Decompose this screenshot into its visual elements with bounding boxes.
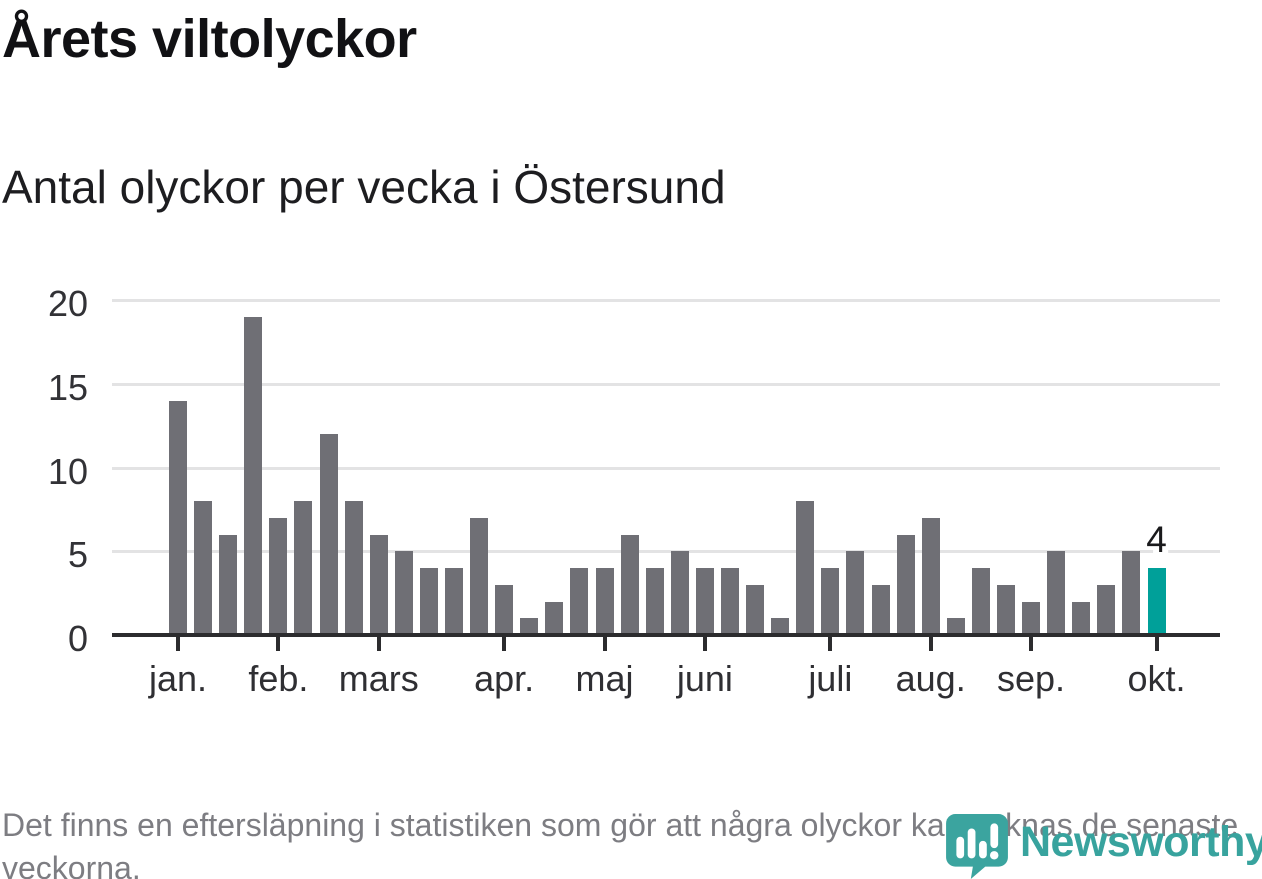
bar-week-22 [695,568,714,635]
chart-title: Årets viltolyckor [2,9,417,69]
x-tick-aug [928,637,933,651]
y-axis-label-5: 5 [67,534,88,576]
bar-week-36 [1047,551,1066,635]
x-tick-maj [602,637,607,651]
x-tick-sep [1029,637,1034,651]
bar-week-9 [369,534,388,635]
newsworthy-logo-icon [946,814,1008,879]
newsworthy-logo: Newsworthy [944,812,1262,879]
bar-week-17 [570,568,589,635]
y-axis-label-0: 0 [67,618,88,659]
bar-week-31 [921,517,940,635]
bar-week-11 [419,568,438,635]
bar-week-13 [470,517,489,635]
bar-week-34 [996,584,1015,635]
bar-week-32 [946,618,965,635]
x-tick-okt [1154,637,1159,651]
gridline-y-10 [112,466,1220,470]
bar-week-28 [846,551,865,635]
bar-week-6 [294,501,313,635]
bar-week-25 [771,618,790,635]
x-axis-line [112,633,1220,637]
x-axis-label-jan: jan. [148,658,208,699]
x-axis-label-sep: sep. [997,658,1066,699]
x-tick-juni [702,637,707,651]
x-tick-apr [502,637,507,651]
bar-week-40 [1147,568,1166,635]
y-axis-label-10: 10 [47,450,88,492]
x-axis-label-maj: maj [575,658,634,699]
bar-week-26 [796,501,815,635]
bar-week-21 [670,551,689,635]
bar-week-7 [319,434,338,635]
bar-week-8 [344,501,363,635]
bar-week-23 [720,568,739,635]
bar-week-35 [1022,601,1041,635]
bar-week-18 [595,568,614,635]
bar-week-16 [545,601,564,635]
x-tick-juli [828,637,833,651]
chart-subtitle: Antal olyckor per vecka i Östersund [2,161,726,213]
footnote-text: Det finns en eftersläpning i statistiken… [2,807,1239,879]
bar-week-37 [1072,601,1091,635]
bar-week-38 [1097,584,1116,635]
bar-week-2 [194,501,213,635]
x-axis-label-juli: juli [808,658,853,699]
y-axis-label-20: 20 [47,283,88,324]
x-tick-feb [276,637,281,651]
bar-week-14 [495,584,514,635]
y-axis-label-15: 15 [47,366,88,408]
bar-week-12 [444,568,463,635]
latest-value-label: 4 [1146,519,1167,560]
bar-week-15 [520,618,539,635]
bar-week-5 [269,517,288,635]
gridline-y-5 [112,550,1220,554]
x-axis-label-juni: juni [676,658,733,699]
bar-week-19 [620,534,639,635]
bar-week-10 [394,551,413,635]
x-tick-jan [176,637,180,651]
bar-week-24 [746,584,765,635]
bar-week-20 [645,568,664,635]
x-axis-label-mars: mars [338,658,419,699]
bar-week-33 [971,568,990,635]
bar-week-1 [169,400,187,635]
bar-week-39 [1122,551,1141,635]
x-axis-label-apr: apr. [474,658,535,699]
x-axis-label-aug: aug. [895,658,966,699]
x-axis-label-okt: okt. [1127,658,1186,699]
bar-week-27 [821,568,840,635]
bar-week-3 [219,534,238,635]
gridline-y-20 [112,299,1220,302]
newsworthy-logo-text: Newsworthy [1020,818,1262,866]
x-axis-label-feb: feb. [248,658,309,699]
bar-week-29 [871,584,890,635]
bar-week-4 [244,316,263,635]
bar-week-30 [896,534,915,635]
gridline-y-15 [112,382,1220,386]
x-tick-mars [376,637,381,651]
